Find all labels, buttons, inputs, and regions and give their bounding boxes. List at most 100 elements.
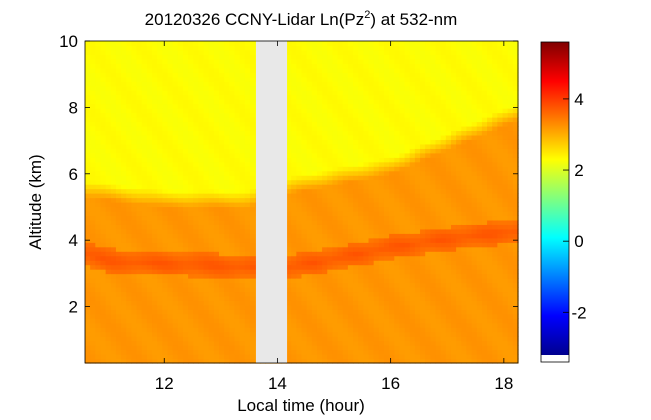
heatmap-cell bbox=[399, 85, 406, 91]
heatmap-cell bbox=[203, 228, 210, 234]
heatmap-cell bbox=[95, 121, 102, 127]
heatmap-cell bbox=[414, 251, 421, 257]
heatmap-cell bbox=[152, 269, 158, 275]
heatmap-cell bbox=[420, 148, 426, 154]
heatmap-cell bbox=[363, 49, 370, 56]
heatmap-cell bbox=[378, 255, 385, 261]
heatmap-cell bbox=[244, 45, 251, 51]
heatmap-cell bbox=[224, 72, 230, 78]
heatmap-cell bbox=[363, 349, 370, 355]
heatmap-cell bbox=[430, 184, 437, 190]
heatmap-cell bbox=[239, 103, 246, 109]
heatmap-cell bbox=[229, 157, 236, 163]
heatmap-cell bbox=[435, 143, 442, 149]
heatmap-cell bbox=[301, 112, 308, 118]
heatmap-cell bbox=[182, 85, 189, 91]
heatmap-cell bbox=[188, 251, 194, 257]
heatmap-cell bbox=[414, 309, 421, 315]
heatmap-cell bbox=[136, 291, 143, 297]
heatmap-cell bbox=[131, 148, 138, 154]
heatmap-cell bbox=[146, 103, 153, 109]
heatmap-cell bbox=[353, 273, 359, 279]
heatmap-cell bbox=[224, 157, 230, 163]
heatmap-cell bbox=[234, 260, 241, 266]
heatmap-cell bbox=[198, 313, 205, 319]
heatmap-cell bbox=[286, 166, 292, 172]
heatmap-cell bbox=[157, 117, 163, 123]
heatmap-cell bbox=[239, 134, 246, 140]
heatmap-cell bbox=[425, 300, 431, 306]
heatmap-cell bbox=[249, 125, 256, 132]
heatmap-cell bbox=[296, 349, 303, 355]
heatmap-cell bbox=[126, 219, 132, 225]
heatmap-cell bbox=[327, 336, 334, 342]
heatmap-cell bbox=[172, 260, 179, 266]
heatmap-cell bbox=[332, 331, 339, 337]
heatmap-cell bbox=[332, 76, 339, 82]
heatmap-cell bbox=[358, 108, 364, 114]
heatmap-cell bbox=[229, 112, 236, 118]
heatmap-cell bbox=[353, 206, 359, 212]
heatmap-cell bbox=[301, 76, 308, 82]
heatmap-cell bbox=[95, 251, 102, 257]
heatmap-cell bbox=[239, 197, 246, 203]
heatmap-cell bbox=[198, 134, 205, 140]
heatmap-cell bbox=[162, 331, 169, 337]
heatmap-cell bbox=[85, 336, 91, 342]
heatmap-cell bbox=[440, 358, 447, 364]
heatmap-cell bbox=[162, 237, 169, 243]
heatmap-cell bbox=[85, 152, 91, 158]
heatmap-cell bbox=[378, 63, 385, 69]
heatmap-cell bbox=[131, 99, 138, 105]
heatmap-cell bbox=[311, 246, 318, 252]
heatmap-cell bbox=[136, 322, 143, 328]
heatmap-cell bbox=[213, 76, 220, 82]
heatmap-cell bbox=[229, 49, 236, 56]
heatmap-cell bbox=[105, 143, 112, 149]
heatmap-cell bbox=[358, 264, 364, 270]
heatmap-cell bbox=[383, 237, 390, 243]
heatmap-cell bbox=[425, 233, 431, 239]
heatmap-cell bbox=[420, 336, 426, 342]
heatmap-cell bbox=[229, 175, 236, 181]
heatmap-cell bbox=[182, 148, 189, 154]
heatmap-cell bbox=[229, 197, 236, 203]
heatmap-cell bbox=[105, 331, 112, 337]
heatmap-cell bbox=[121, 99, 127, 105]
heatmap-cell bbox=[383, 309, 390, 315]
heatmap-cell bbox=[430, 242, 437, 248]
heatmap-cell bbox=[152, 349, 158, 355]
heatmap-cell bbox=[342, 251, 349, 257]
heatmap-cell bbox=[157, 99, 163, 105]
heatmap-cell bbox=[414, 152, 421, 158]
heatmap-cell bbox=[110, 340, 117, 346]
heatmap-cell bbox=[239, 264, 246, 270]
heatmap-cell bbox=[435, 125, 442, 132]
heatmap-cell bbox=[213, 58, 220, 64]
heatmap-cell bbox=[213, 295, 220, 301]
heatmap-cell bbox=[208, 125, 215, 132]
heatmap-cell bbox=[409, 331, 416, 337]
heatmap-cell bbox=[213, 251, 220, 257]
heatmap-cell bbox=[435, 273, 442, 279]
heatmap-cell bbox=[327, 291, 334, 297]
heatmap-cell bbox=[404, 166, 411, 172]
heatmap-cell bbox=[126, 358, 132, 364]
heatmap-cell bbox=[105, 193, 112, 199]
heatmap-cell bbox=[291, 219, 297, 225]
heatmap-cell bbox=[85, 340, 91, 346]
heatmap-cell bbox=[399, 309, 406, 315]
heatmap-cell bbox=[373, 331, 380, 337]
heatmap-cell bbox=[152, 179, 158, 185]
heatmap-cell bbox=[141, 193, 148, 199]
heatmap-cell bbox=[337, 300, 344, 306]
heatmap-cell bbox=[296, 85, 303, 91]
heatmap-cell bbox=[301, 237, 308, 243]
heatmap-cell bbox=[188, 269, 194, 275]
heatmap-cell bbox=[378, 345, 385, 351]
heatmap-cell bbox=[430, 255, 437, 261]
heatmap-cell bbox=[358, 327, 364, 333]
heatmap-cell bbox=[219, 143, 225, 149]
heatmap-cell bbox=[394, 358, 401, 364]
heatmap-cell bbox=[177, 130, 184, 136]
